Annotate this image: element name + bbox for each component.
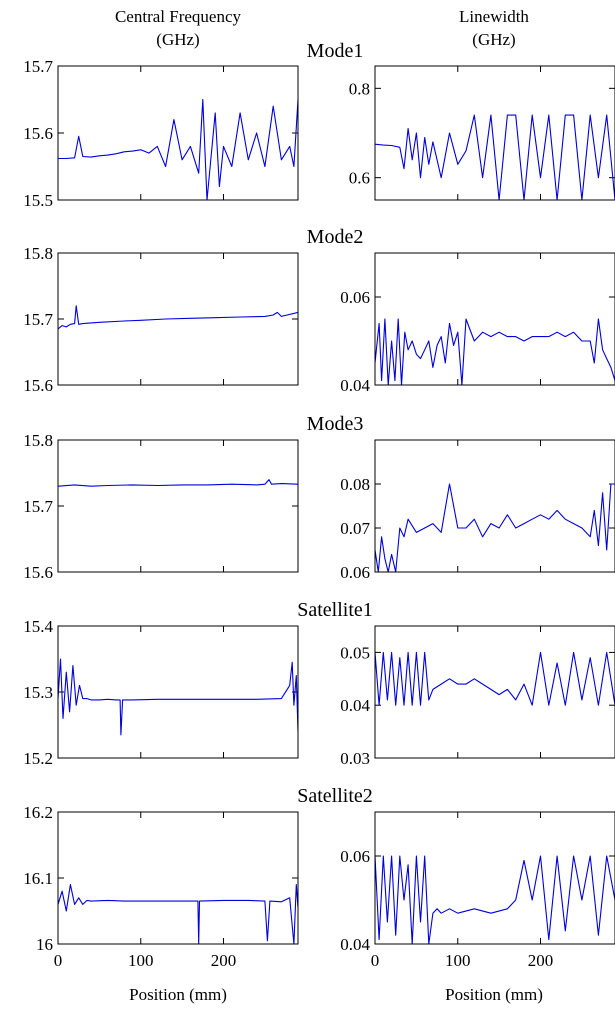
mode1-frequency-frame	[57, 65, 299, 201]
satellite2-linewidth-xtick-label: 200	[528, 951, 554, 970]
satellite2-frequency-xtick-label: 100	[128, 951, 154, 970]
column-title-right-line1: Linewidth	[459, 7, 529, 26]
satellite1-linewidth-ytick-label: 0.04	[340, 696, 370, 715]
x-axis-label-right: Position (mm)	[445, 985, 543, 1004]
satellite1-linewidth-series-line	[375, 651, 615, 706]
panel-title-mode1: Mode1	[307, 40, 364, 62]
satellite1-linewidth-ytick-label: 0.03	[340, 749, 370, 768]
satellite1-frequency-ytick-label: 15.4	[23, 617, 53, 636]
satellite2-linewidth-ytick-label: 0.04	[340, 935, 370, 954]
mode2-frequency-ytick-label: 15.6	[23, 376, 53, 395]
mode3-frequency-ytick-label: 15.7	[23, 497, 53, 516]
mode2-frequency-frame	[57, 252, 299, 386]
mode1-frequency-series-line	[58, 98, 298, 200]
mode1-linewidth-ytick-label: 0.6	[349, 169, 370, 188]
satellite2-linewidth-series-line	[375, 855, 615, 944]
mode2-frequency-ytick-label: 15.7	[23, 310, 53, 329]
satellite1-linewidth-frame	[374, 625, 615, 759]
satellite1-linewidth-ytick-label: 0.05	[340, 643, 370, 662]
satellite2-frequency-ytick-label: 16.2	[23, 803, 53, 822]
mode3-frequency-ytick-label: 15.6	[23, 563, 53, 582]
mode2-frequency-ytick-label: 15.8	[23, 244, 53, 263]
mode3-frequency-series-line	[58, 479, 298, 487]
column-title-right-line2: (GHz)	[472, 30, 515, 49]
panel-title-satellite1: Satellite1	[297, 599, 373, 621]
satellite2-linewidth-xtick-label: 100	[445, 951, 471, 970]
x-axis-label-left: Position (mm)	[129, 985, 227, 1004]
mode2-linewidth-ytick-label: 0.06	[340, 288, 370, 307]
satellite1-frequency-ytick-label: 15.3	[23, 683, 53, 702]
panel-title-satellite2: Satellite2	[297, 785, 373, 807]
mode1-linewidth-series-line	[375, 114, 615, 200]
mode1-frequency-ytick-label: 15.6	[23, 124, 53, 143]
panels: Mode1 15.5 15.6 15.7 0.6 0.8 Mode2 15.6 15.7 15.8…	[23, 40, 615, 970]
mode2-linewidth-series-line	[375, 318, 615, 385]
satellite2-linewidth-frame	[374, 811, 615, 945]
mode3-linewidth-ytick-label: 0.06	[340, 563, 370, 582]
mode1-linewidth-frame	[374, 65, 615, 201]
column-title-left-line1: Central Frequency	[115, 7, 242, 26]
mode2-linewidth-frame	[374, 252, 615, 386]
satellite2-frequency-frame	[57, 811, 299, 945]
satellite2-linewidth-ytick-label: 0.06	[340, 847, 370, 866]
mode3-linewidth-series-line	[375, 483, 615, 572]
column-title-left-line2: (GHz)	[156, 30, 199, 49]
mode2-frequency-series-line	[58, 305, 298, 330]
satellite2-frequency-xtick-label: 0	[54, 951, 63, 970]
satellite2-frequency-ytick-label: 16.1	[23, 869, 53, 888]
mode3-linewidth-ytick-label: 0.08	[340, 475, 370, 494]
satellite1-frequency-series-line	[58, 658, 298, 736]
satellite2-frequency-ytick-label: 16	[36, 935, 53, 954]
panel-title-mode3: Mode3	[307, 413, 364, 435]
satellite1-frequency-frame	[57, 625, 299, 759]
panel-title-mode2: Mode2	[307, 226, 364, 248]
satellite1-frequency-ytick-label: 15.2	[23, 749, 53, 768]
mode3-linewidth-ytick-label: 0.07	[340, 519, 370, 538]
satellite2-linewidth-xtick-label: 0	[371, 951, 380, 970]
mode3-linewidth-frame	[374, 439, 615, 573]
mode1-linewidth-ytick-label: 0.8	[349, 79, 370, 98]
satellite2-frequency-series-line	[58, 884, 298, 944]
mode3-frequency-ytick-label: 15.8	[23, 431, 53, 450]
mode1-frequency-ytick-label: 15.7	[23, 57, 53, 76]
satellite2-frequency-xtick-label: 200	[211, 951, 237, 970]
mode1-frequency-ytick-label: 15.5	[23, 191, 53, 210]
mode2-linewidth-ytick-label: 0.04	[340, 376, 370, 395]
mode3-frequency-frame	[57, 439, 299, 573]
